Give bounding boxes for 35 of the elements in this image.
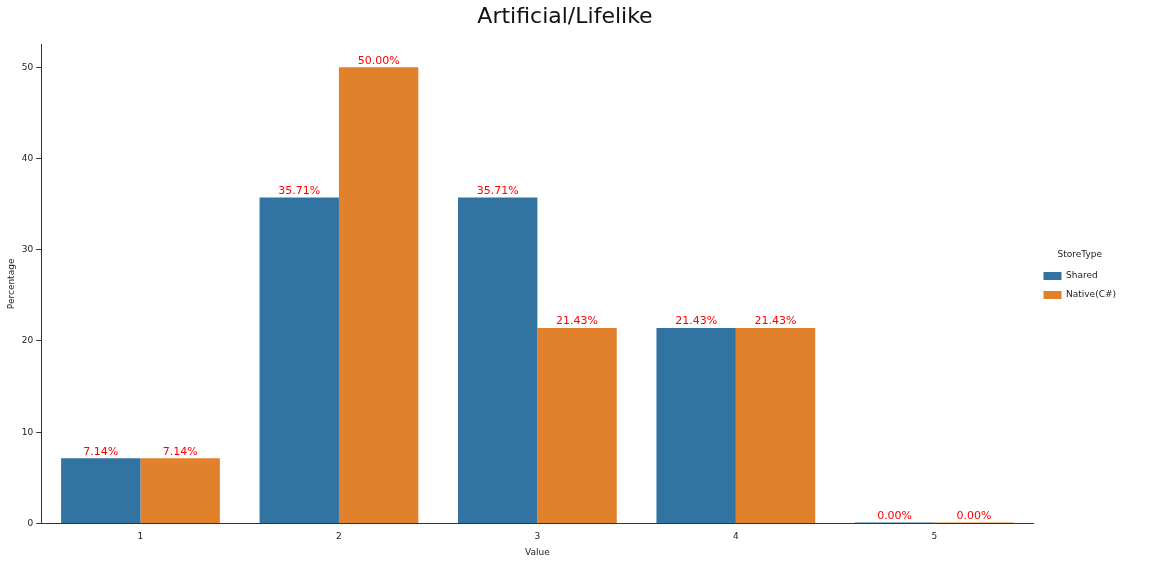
data-label: 50.00% <box>357 53 400 67</box>
data-label: 7.14% <box>83 444 119 458</box>
y-axis-title: Percentage <box>5 258 16 310</box>
bar <box>656 327 736 523</box>
data-label: 21.43% <box>754 314 797 328</box>
x-tick-label: 4 <box>732 531 739 542</box>
legend-label: Shared <box>1066 270 1098 281</box>
legend-label: Native(C#) <box>1066 289 1117 300</box>
data-label: 7.14% <box>162 444 198 458</box>
legend-title: StoreType <box>1057 249 1103 260</box>
x-tick-label: 2 <box>336 531 342 542</box>
bar <box>259 197 339 523</box>
bar <box>140 458 220 523</box>
bar <box>537 327 617 523</box>
y-tick-label: 50 <box>21 61 34 72</box>
data-label: 0.00% <box>877 508 913 522</box>
data-label: 0.00% <box>956 508 992 522</box>
bar <box>338 67 419 523</box>
y-tick-label: 40 <box>21 152 34 163</box>
y-tick-label: 0 <box>27 517 34 528</box>
bar <box>61 458 141 523</box>
bar <box>458 197 538 523</box>
data-label: 21.43% <box>675 314 718 328</box>
chart-title: Artificial/Lifelike <box>477 2 653 28</box>
bar <box>735 327 816 523</box>
y-tick-label: 20 <box>21 335 34 346</box>
data-label: 21.43% <box>556 314 599 328</box>
data-label: 35.71% <box>278 183 321 197</box>
data-label: 35.71% <box>476 183 519 197</box>
x-tick-label: 3 <box>534 531 541 542</box>
x-axis-title: Value <box>525 546 551 557</box>
y-tick-label: 30 <box>21 244 34 255</box>
x-tick-label: 5 <box>931 531 938 542</box>
y-tick-label: 10 <box>21 426 34 437</box>
x-tick-label: 1 <box>137 531 144 542</box>
